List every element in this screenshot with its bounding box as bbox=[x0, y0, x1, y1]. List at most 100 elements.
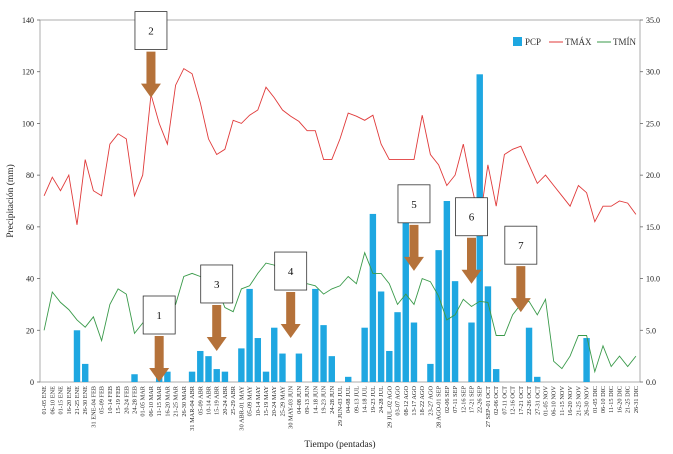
pcp-bar bbox=[468, 322, 475, 382]
pcp-bar bbox=[73, 330, 81, 382]
x-tick-label: 07-11 SEP bbox=[452, 386, 459, 413]
annotation-arrow-1 bbox=[149, 336, 170, 382]
x-tick-label: 15-19 MAY bbox=[263, 386, 270, 417]
annotation-label-3: 3 bbox=[214, 279, 220, 291]
x-tick-label: 04-08 JUN bbox=[296, 386, 303, 414]
y-right-tick-label: 0.0 bbox=[646, 378, 656, 387]
y-left-tick-label: 60 bbox=[26, 223, 34, 232]
x-tick-label: 11-15 DIC bbox=[608, 386, 615, 413]
x-tick-label: 31 MAR-04 ABR bbox=[189, 385, 196, 431]
annotation-arrow-4 bbox=[280, 292, 301, 339]
x-tick-label: 06-10 DIC bbox=[600, 386, 607, 413]
pcp-bar bbox=[246, 288, 253, 382]
y-right-tick-label: 20.0 bbox=[646, 171, 660, 180]
legend-label-tmax: TMÁX bbox=[565, 37, 592, 47]
x-tick-label: 16-20 MAR bbox=[164, 385, 171, 416]
pcp-bar bbox=[279, 353, 286, 382]
pcp-bar bbox=[443, 201, 451, 382]
pcp-bar bbox=[131, 374, 138, 382]
x-tick-label: 06-10 ENE bbox=[49, 386, 56, 415]
y-axis-title: Precipitación (mm) bbox=[5, 164, 16, 238]
x-tick-label: 10-14 FEB bbox=[107, 386, 114, 414]
pcp-bar bbox=[345, 376, 352, 382]
pcp-bar bbox=[525, 327, 533, 382]
annotation-label-4: 4 bbox=[288, 266, 294, 278]
x-tick-label: 22-26 SEP bbox=[477, 386, 484, 414]
x-tick-label: 25-29 ABR bbox=[230, 385, 237, 415]
annotation-box-2 bbox=[134, 11, 168, 50]
pcp-bar bbox=[197, 350, 204, 382]
pcp-bar bbox=[164, 371, 171, 382]
pcp-bar bbox=[402, 213, 409, 382]
x-tick-label: 02-06 SEP bbox=[444, 386, 451, 414]
x-tick-label: 11-15 NOV bbox=[559, 386, 566, 416]
x-tick-label: 27-31 OCT bbox=[534, 386, 541, 415]
x-tick-label: 01-05 ENE bbox=[41, 386, 48, 415]
x-tick-label: 14-18 JUL bbox=[362, 386, 369, 413]
annotation-label-1: 1 bbox=[156, 310, 162, 322]
annotation-arrow-2 bbox=[140, 51, 161, 98]
x-tick-label: 17-21 SEP bbox=[469, 386, 476, 414]
y-left-tick-label: 20 bbox=[26, 326, 34, 335]
legend-swatch-pcp bbox=[513, 37, 522, 46]
pcp-bar bbox=[583, 338, 590, 382]
plot-frame bbox=[39, 19, 641, 383]
x-tick-label: 12-16 SEP bbox=[460, 386, 467, 414]
x-tick-label: 26-30 NOV bbox=[584, 386, 591, 416]
x-tick-label: 15-19 ABR bbox=[214, 385, 221, 415]
annotation-arrow-7 bbox=[510, 266, 531, 313]
pcp-bar bbox=[534, 376, 541, 382]
y-right-tick-label: 5.0 bbox=[646, 326, 656, 335]
pcp-bar bbox=[254, 338, 262, 382]
y-right-tick-label: 15.0 bbox=[646, 223, 660, 232]
x-tick-label: 05-09 MAY bbox=[247, 386, 254, 417]
x-tick-label: 30 MAY-03 JUN bbox=[288, 386, 295, 429]
x-tick-label: 03-07 AGO bbox=[395, 386, 402, 416]
x-tick-label: 08-12 AGO bbox=[403, 386, 410, 416]
x-tick-label: 20-24 MAY bbox=[271, 386, 278, 417]
tmin-line bbox=[43, 251, 637, 374]
x-axis-title: Tiempo (pentadas) bbox=[304, 439, 375, 450]
y-left-tick-label: 0 bbox=[30, 378, 34, 387]
x-tick-label: 19-23 JUN bbox=[321, 386, 328, 414]
x-tick-label: 26-30 MAR bbox=[181, 385, 188, 416]
x-tick-label: 02-06 OCT bbox=[493, 386, 500, 415]
pcp-bar bbox=[82, 363, 89, 382]
annotation-label-2: 2 bbox=[148, 26, 154, 38]
pcp-bar bbox=[320, 325, 327, 382]
x-tick-label: 20-24 ABR bbox=[222, 385, 229, 415]
annotation-box-3 bbox=[200, 264, 234, 304]
annotation-box-5 bbox=[397, 184, 431, 224]
x-tick-label: 20-24 FEB bbox=[123, 386, 130, 414]
pcp-bar bbox=[427, 363, 434, 382]
x-tick-label: 15-19 FEB bbox=[115, 386, 122, 414]
x-tick-label: 14-18 JUN bbox=[312, 386, 319, 414]
pcp-bar bbox=[221, 371, 229, 382]
x-tick-label: 19-23 JUL bbox=[370, 386, 377, 413]
pcp-bar bbox=[205, 356, 212, 382]
y-left-tick-label: 40 bbox=[26, 275, 34, 284]
pcp-bar bbox=[312, 288, 319, 382]
pcp-bar bbox=[295, 353, 303, 382]
x-tick-label: 21-25 MAR bbox=[173, 385, 180, 416]
y-left-tick-label: 100 bbox=[22, 119, 34, 128]
x-tick-label: 16-20 NOV bbox=[567, 386, 574, 416]
x-tick-label: 24-28 JUL bbox=[378, 386, 385, 413]
x-tick-label: 01-05 MAR bbox=[140, 385, 147, 416]
x-tick-label: 27 SEP-01 OCT bbox=[485, 386, 492, 427]
pcp-bar bbox=[262, 371, 270, 382]
x-tick-label: 01-05 NOV bbox=[543, 386, 550, 416]
legend-label-tmin: TMÍN bbox=[613, 37, 636, 47]
pcp-bar bbox=[492, 369, 500, 382]
pcp-bar bbox=[188, 371, 196, 382]
pcp-bar bbox=[451, 281, 459, 382]
legend-label-pcp: PCP bbox=[525, 37, 541, 47]
annotation-arrow-6 bbox=[461, 237, 482, 284]
x-tick-label: 01-15 ENE bbox=[58, 386, 65, 415]
y-right-tick-label: 10.0 bbox=[646, 275, 660, 284]
x-tick-label: 06-10 MAR bbox=[148, 385, 155, 416]
x-tick-label: 26-31 DIC bbox=[633, 386, 640, 413]
y-left-tick-label: 120 bbox=[22, 68, 34, 77]
